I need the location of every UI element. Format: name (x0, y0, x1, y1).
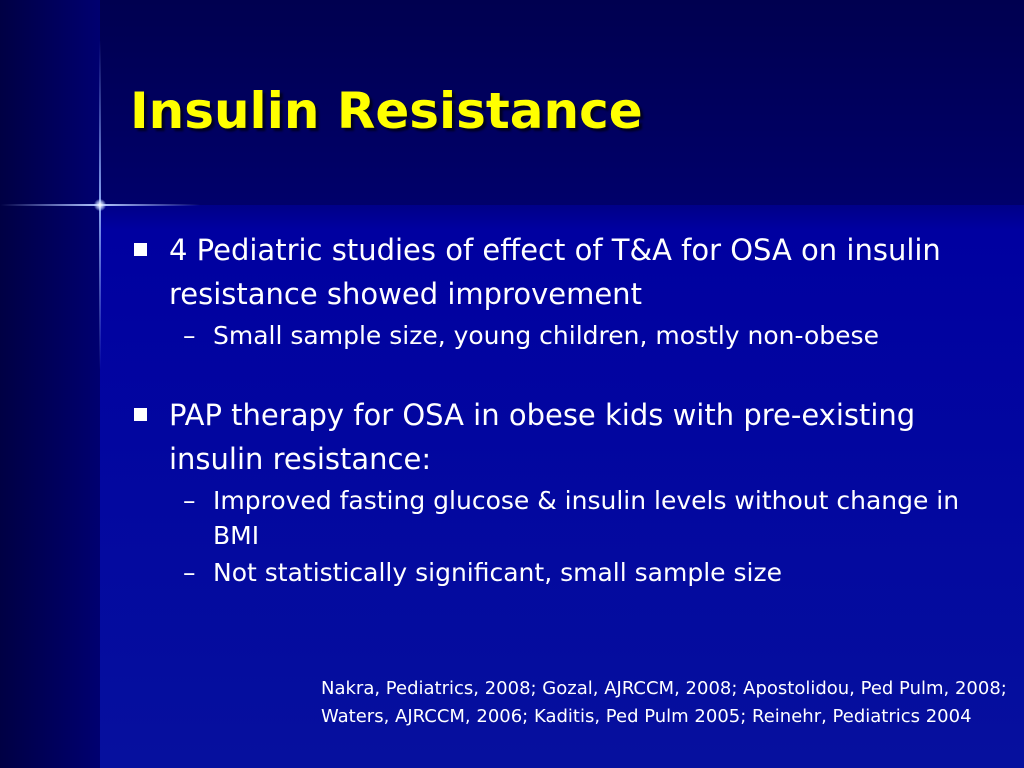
sub-bullet-item: – Improved fasting glucose & insulin lev… (169, 483, 962, 553)
bullet-item: 4 Pediatric studies of effect of T&A for… (132, 228, 962, 353)
citation-text: Nakra, Pediatrics, 2008; Gozal, AJRCCM, … (321, 678, 1007, 727)
sub-bullet-list: – Small sample size, young children, mos… (169, 318, 962, 353)
bullet-text: PAP therapy for OSA in obese kids with p… (169, 398, 916, 476)
top-background-band (100, 0, 1024, 205)
dash-icon: – (183, 558, 196, 587)
sub-bullet-text: Not statistically significant, small sam… (213, 558, 782, 587)
sub-bullet-text: Improved fasting glucose & insulin level… (213, 486, 960, 550)
bullet-text: 4 Pediatric studies of effect of T&A for… (169, 233, 941, 311)
sub-bullet-list: – Improved fasting glucose & insulin lev… (169, 483, 962, 590)
slide-title: Insulin Resistance (130, 82, 643, 140)
bullet-item: PAP therapy for OSA in obese kids with p… (132, 393, 962, 590)
dash-icon: – (183, 321, 196, 350)
sub-bullet-item: – Small sample size, young children, mos… (169, 318, 962, 353)
sparkle-icon (94, 199, 106, 211)
dash-icon: – (183, 486, 196, 515)
left-background-band (0, 0, 100, 768)
sub-bullet-text: Small sample size, young children, mostl… (213, 321, 879, 350)
bullet-list: 4 Pediatric studies of effect of T&A for… (132, 228, 962, 590)
sub-bullet-item: – Not statistically significant, small s… (169, 555, 962, 590)
